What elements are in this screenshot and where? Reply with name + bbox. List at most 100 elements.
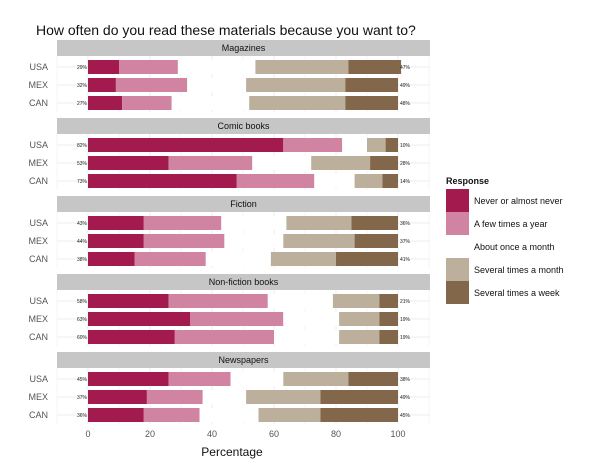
bar-never bbox=[88, 174, 237, 188]
bar-few-times-year bbox=[134, 252, 206, 266]
bar-few-times-year bbox=[236, 174, 315, 188]
panel-strip bbox=[57, 274, 430, 290]
bar-several-times-month bbox=[311, 156, 371, 170]
bar-never bbox=[88, 372, 169, 386]
panel-title: Comic books bbox=[217, 121, 270, 131]
legend-once-a-month-label: About once a month bbox=[474, 242, 555, 252]
bar-several-times-month bbox=[354, 174, 383, 188]
panel-strip bbox=[57, 352, 430, 368]
bar-several-times-month bbox=[339, 330, 380, 344]
bar-once-a-month bbox=[274, 330, 340, 344]
bar-few-times-year bbox=[115, 78, 188, 92]
bar-several-times-week bbox=[348, 372, 398, 386]
country-label: CAN bbox=[29, 98, 48, 108]
bar-several-times-week bbox=[379, 294, 398, 308]
panel-title: Magazines bbox=[222, 43, 266, 53]
panels-group: Magazines USA 29% 47% MEX 32% 49% CAN 27% 48% Comi… bbox=[28, 40, 430, 424]
legend-several-times-week-label: Several times a week bbox=[474, 288, 560, 298]
bar-few-times-year bbox=[283, 138, 343, 152]
bar-few-times-year bbox=[122, 96, 172, 110]
left-percent-label: 45% bbox=[77, 377, 88, 383]
bar-several-times-month bbox=[286, 216, 352, 230]
bar-several-times-week bbox=[348, 60, 402, 74]
bar-few-times-year bbox=[168, 156, 253, 170]
bar-several-times-month bbox=[255, 60, 349, 74]
bar-never bbox=[88, 156, 169, 170]
bar-once-a-month bbox=[177, 60, 256, 74]
right-percent-label: 38% bbox=[400, 377, 411, 383]
left-percent-label: 73% bbox=[77, 179, 88, 185]
bar-few-times-year bbox=[143, 408, 200, 422]
panel-strip bbox=[57, 196, 430, 212]
bar-once-a-month bbox=[283, 312, 340, 326]
left-percent-label: 63% bbox=[77, 317, 88, 323]
panel-title: Newspapers bbox=[218, 355, 269, 365]
bar-few-times-year bbox=[146, 390, 203, 404]
bar-once-a-month bbox=[205, 252, 271, 266]
bar-several-times-month bbox=[283, 234, 355, 248]
legend-never-label: Never or almost never bbox=[474, 196, 563, 206]
right-percent-label: 19% bbox=[400, 317, 411, 323]
bar-several-times-month bbox=[332, 294, 380, 308]
panel-newspapers: Newspapers USA 45% 38% MEX 37% 49% CAN 36% 45% bbox=[28, 352, 430, 424]
left-percent-label: 36% bbox=[77, 413, 88, 419]
country-label: MEX bbox=[28, 392, 48, 402]
panel-strip bbox=[57, 40, 430, 56]
right-percent-label: 47% bbox=[400, 65, 411, 71]
bar-few-times-year bbox=[143, 216, 222, 230]
country-label: MEX bbox=[28, 236, 48, 246]
bar-several-times-week bbox=[370, 156, 398, 170]
bar-several-times-week bbox=[351, 216, 398, 230]
legend-once-a-month-key bbox=[446, 235, 469, 258]
bar-once-a-month bbox=[314, 174, 355, 188]
panel-non-fiction-books: Non-fiction books USA 58% 21% MEX 63% 19% CAN 60… bbox=[28, 274, 430, 346]
country-label: CAN bbox=[29, 332, 48, 342]
x-tick-label: 20 bbox=[145, 429, 155, 439]
country-label: USA bbox=[29, 218, 48, 228]
left-percent-label: 82% bbox=[77, 143, 88, 149]
right-percent-label: 49% bbox=[400, 395, 411, 401]
bar-once-a-month bbox=[202, 390, 247, 404]
legend-several-times-month-key bbox=[446, 258, 469, 281]
left-percent-label: 27% bbox=[77, 101, 88, 107]
right-percent-label: 28% bbox=[400, 161, 411, 167]
right-percent-label: 37% bbox=[400, 239, 411, 245]
country-label: USA bbox=[29, 62, 48, 72]
chart-title: How often do you read these materials be… bbox=[36, 22, 416, 38]
bar-never bbox=[88, 138, 284, 152]
bar-several-times-week bbox=[379, 312, 398, 326]
bar-once-a-month bbox=[199, 408, 259, 422]
legend-few-times-year-label: A few times a year bbox=[474, 219, 548, 229]
x-axis-title: Percentage bbox=[201, 445, 263, 459]
bar-never bbox=[88, 78, 116, 92]
bar-few-times-year bbox=[119, 60, 178, 74]
country-label: CAN bbox=[29, 176, 48, 186]
left-percent-label: 29% bbox=[77, 65, 88, 71]
x-tick-label: 40 bbox=[207, 429, 217, 439]
bar-several-times-month bbox=[283, 372, 349, 386]
legend-title: Response bbox=[446, 176, 489, 186]
bar-several-times-week bbox=[379, 330, 398, 344]
bar-several-times-month bbox=[367, 138, 386, 152]
legend-few-times-year-key bbox=[446, 212, 469, 235]
bar-few-times-year bbox=[168, 372, 231, 386]
left-percent-label: 43% bbox=[77, 221, 88, 227]
bar-never bbox=[88, 252, 135, 266]
bar-never bbox=[88, 294, 169, 308]
bar-few-times-year bbox=[168, 294, 268, 308]
bar-once-a-month bbox=[224, 234, 284, 248]
left-percent-label: 38% bbox=[77, 257, 88, 263]
x-tick-label: 60 bbox=[269, 429, 279, 439]
bar-once-a-month bbox=[252, 156, 312, 170]
bar-several-times-week bbox=[345, 96, 398, 110]
bar-few-times-year bbox=[143, 234, 225, 248]
legend-several-times-month-label: Several times a month bbox=[474, 265, 564, 275]
bar-several-times-month bbox=[270, 252, 336, 266]
left-percent-label: 60% bbox=[77, 335, 88, 341]
country-label: CAN bbox=[29, 410, 48, 420]
right-percent-label: 45% bbox=[400, 413, 411, 419]
right-percent-label: 21% bbox=[400, 299, 411, 305]
bar-never bbox=[88, 216, 144, 230]
bar-several-times-week bbox=[336, 252, 398, 266]
left-percent-label: 44% bbox=[77, 239, 88, 245]
